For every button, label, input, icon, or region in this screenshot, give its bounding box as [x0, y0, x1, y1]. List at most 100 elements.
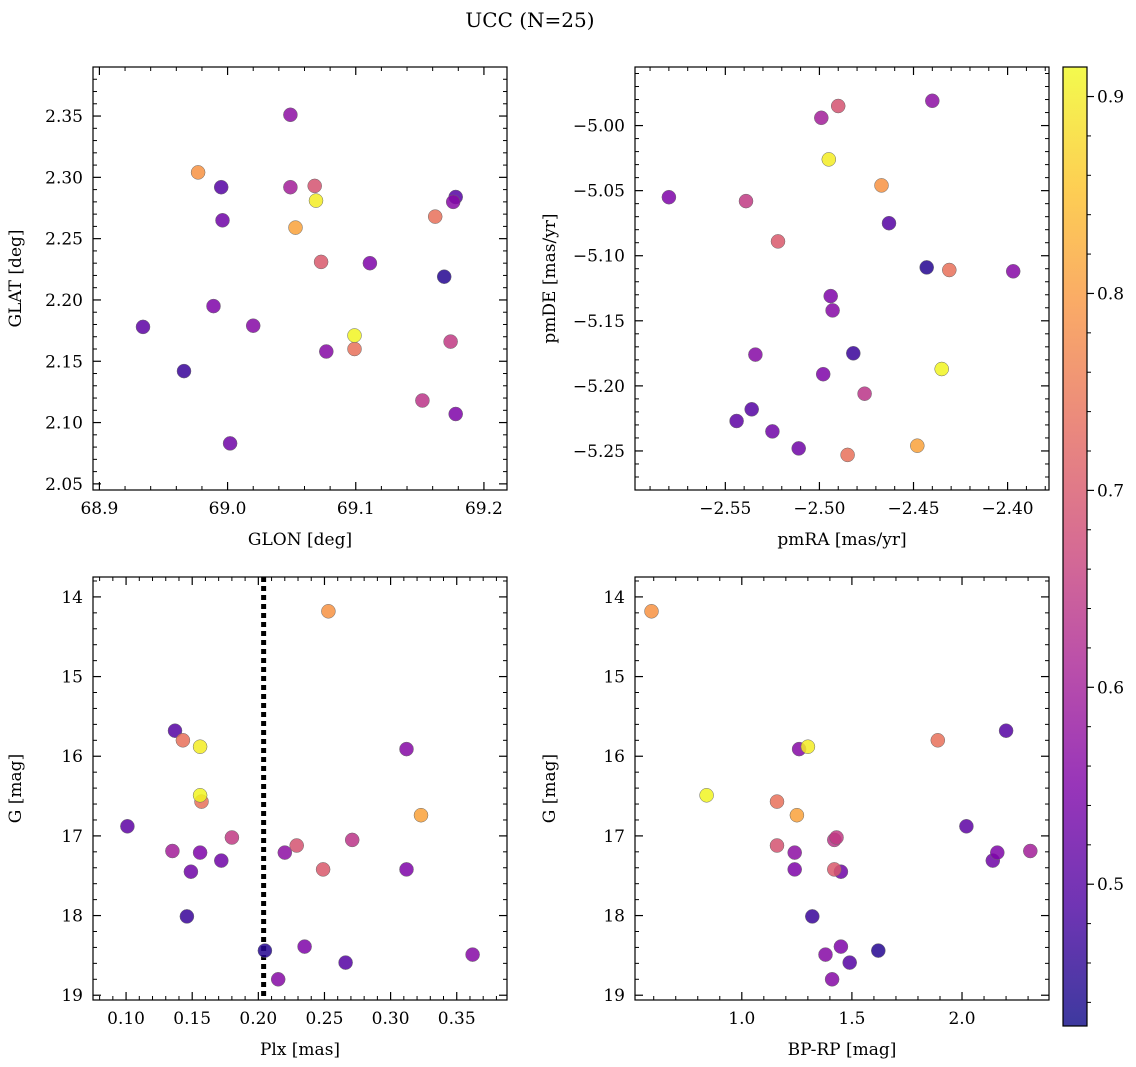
data-point: [179, 909, 195, 924]
data-point: [833, 939, 849, 954]
y-tick-label: 2.25: [45, 230, 83, 250]
data-point: [289, 838, 304, 853]
color-magnitude-panel: 1.0 1.5 2.0 14 15 16 17 18 19 BP-RP [mag] G [mag]: [540, 576, 1050, 1060]
x-tick-label: −2.50: [793, 499, 845, 519]
y-tick-label: 15: [61, 668, 83, 688]
data-point: [824, 972, 840, 987]
x-tick-label: 0.20: [239, 1009, 277, 1029]
data-point: [321, 604, 336, 619]
y-tick-label: 14: [603, 588, 625, 608]
data-point: [224, 830, 240, 845]
y-tick-label: −5.20: [573, 377, 625, 397]
x-tick-label: 68.9: [80, 499, 118, 519]
y-tick-label: 18: [603, 907, 625, 927]
data-point: [307, 178, 322, 194]
data-point: [176, 363, 192, 379]
y-tick-label: 14: [61, 588, 83, 608]
data-point: [245, 318, 261, 333]
colorbar-tick-label: 0.8: [1097, 284, 1124, 304]
colorbar-tick-label: 0.9: [1097, 88, 1124, 108]
data-point: [192, 788, 208, 803]
data-point: [192, 845, 208, 860]
data-point: [874, 178, 889, 193]
y-tick-label: 2.30: [45, 168, 83, 188]
data-point: [427, 209, 443, 224]
data-point: [445, 194, 461, 210]
y-tick-label: −5.10: [573, 247, 625, 267]
y-tick-label: 16: [61, 747, 83, 767]
data-point: [821, 152, 837, 167]
data-point: [277, 845, 293, 860]
data-point: [313, 254, 329, 270]
data-point: [215, 213, 230, 228]
data-point: [644, 604, 659, 619]
y-tick-label: 15: [603, 668, 625, 688]
x-tick-label: 0.30: [372, 1009, 410, 1029]
data-point: [814, 110, 829, 126]
y-tick-label: 19: [603, 986, 625, 1006]
data-point: [347, 341, 362, 357]
data-point: [830, 98, 846, 114]
data-point: [661, 189, 677, 205]
data-point: [165, 843, 180, 859]
y-tick-label: 18: [61, 907, 83, 927]
x-tick-label: −2.45: [887, 499, 939, 519]
axes-frame: [634, 66, 1050, 491]
data-point: [283, 179, 298, 195]
data-point: [415, 393, 430, 408]
data-point: [315, 862, 331, 877]
data-point: [206, 298, 221, 314]
data-point: [765, 424, 780, 439]
data-point: [818, 947, 833, 962]
data-point: [413, 807, 429, 823]
data-point: [770, 234, 786, 249]
data-point: [744, 402, 759, 417]
data-point: [1005, 264, 1021, 279]
data-point: [214, 853, 229, 868]
data-point: [362, 255, 378, 271]
data-point: [222, 436, 238, 451]
data-point: [175, 733, 191, 748]
axes-frame: [634, 576, 1050, 1001]
y-tick-label: −5.00: [573, 117, 625, 137]
data-point: [270, 972, 286, 987]
data-point: [842, 955, 857, 970]
data-point: [815, 366, 831, 382]
data-point: [942, 262, 957, 278]
data-point: [399, 862, 414, 877]
data-point: [881, 215, 897, 231]
data-point: [319, 344, 334, 359]
data-point: [399, 741, 414, 757]
data-point: [998, 723, 1014, 738]
figure-title: UCC (N=25): [465, 8, 594, 32]
x-tick-label: 69.2: [465, 499, 503, 519]
x-axis-label: GLON [deg]: [248, 530, 352, 550]
data-point: [120, 819, 135, 834]
data-point: [338, 955, 353, 970]
parallax-magnitude-panel: 0.10 0.15 0.20 0.25 0.30 0.35 14 15 16 17 18 19 Plx …: [6, 576, 508, 1060]
data-point: [959, 819, 974, 834]
data-point: [930, 733, 946, 748]
data-point: [846, 346, 861, 361]
data-point: [823, 288, 838, 304]
data-point: [934, 361, 949, 377]
x-tick-label: −2.55: [699, 499, 751, 519]
y-tick-label: 19: [61, 986, 83, 1006]
data-point: [871, 943, 886, 958]
x-axis-label: BP-RP [mag]: [788, 1040, 897, 1060]
y-tick-label: −5.05: [573, 182, 625, 202]
y-tick-label: 2.10: [45, 414, 83, 434]
data-point: [857, 386, 872, 401]
y-tick-label: 16: [603, 747, 625, 767]
y-tick-label: 2.05: [45, 475, 83, 495]
x-tick-label: 69.0: [209, 499, 247, 519]
data-point: [465, 947, 480, 962]
colorbar-frame: [1062, 66, 1088, 1027]
colorbar-gradient: [1063, 67, 1087, 1026]
data-point: [308, 193, 324, 208]
position-panel: 68.9 69.0 69.1 69.2 2.05 2.10 2.15 2.20 2.25 2.30…: [6, 66, 508, 550]
x-axis-label: Plx [mas]: [260, 1040, 340, 1060]
x-tick-label: 2.0: [948, 1009, 975, 1029]
data-point: [800, 739, 816, 754]
